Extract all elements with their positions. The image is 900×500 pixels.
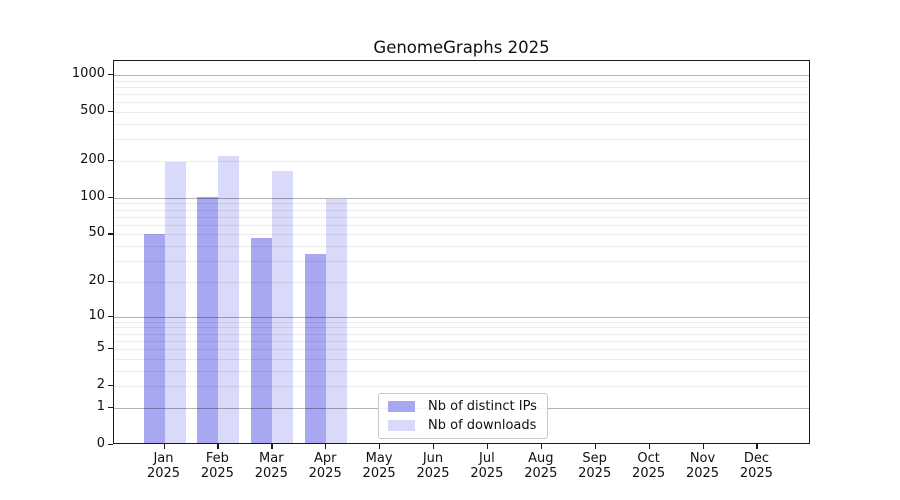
x-tick-label: Nov 2025 <box>685 451 720 481</box>
y-tick-label: 10 <box>88 307 105 323</box>
y-axis-tick <box>108 406 113 409</box>
gridline-minor <box>114 386 809 388</box>
x-axis-tick <box>702 444 704 449</box>
bar-downloads <box>326 199 348 443</box>
bar-downloads <box>164 162 186 443</box>
gridline-major <box>114 197 809 199</box>
gridline-minor <box>114 80 809 82</box>
x-axis-tick <box>594 444 596 449</box>
y-tick-label: 1000 <box>71 66 105 82</box>
legend-swatch-downloads <box>388 420 415 431</box>
gridline-minor <box>114 370 809 372</box>
y-tick-label: 0 <box>96 436 105 451</box>
y-axis-tick <box>108 160 113 162</box>
gridline-minor <box>114 203 809 205</box>
y-axis-tick <box>108 385 113 387</box>
plot-area <box>113 60 810 444</box>
gridline-minor <box>114 102 809 104</box>
x-tick-label: Sep 2025 <box>578 451 612 481</box>
gridline-minor <box>114 281 809 283</box>
legend: Nb of distinct IPs Nb of downloads <box>378 393 548 439</box>
gridline-minor <box>114 358 809 360</box>
y-tick-label: 1 <box>96 398 105 414</box>
x-tick-label: Feb 2025 <box>200 451 234 481</box>
x-axis-tick <box>540 444 543 449</box>
y-axis-tick <box>108 280 113 283</box>
y-tick-label: 100 <box>80 188 105 204</box>
bar-distinct-ips <box>197 197 219 443</box>
gridline-minor <box>114 327 809 329</box>
gridline-minor <box>114 224 809 226</box>
y-tick-label: 5 <box>96 340 105 356</box>
y-tick-label: 2 <box>96 377 105 393</box>
y-axis-tick <box>108 348 113 350</box>
x-tick-label: Aug 2025 <box>524 451 558 481</box>
y-tick-label: 500 <box>80 103 105 119</box>
gridline-minor <box>114 161 809 163</box>
x-axis-tick <box>163 444 165 449</box>
gridline-minor <box>114 246 809 248</box>
bar-distinct-ips <box>305 254 327 443</box>
bar-downloads <box>272 170 294 443</box>
x-tick-label: Oct 2025 <box>632 451 666 481</box>
gridline-minor <box>114 234 809 236</box>
gridline-minor <box>114 124 809 126</box>
gridline-minor <box>114 94 809 96</box>
x-tick-label: Mar 2025 <box>254 451 288 481</box>
x-tick-label: May 2025 <box>362 451 396 481</box>
legend-swatch-distinct-ips <box>388 401 415 412</box>
gridline-minor <box>114 349 809 351</box>
gridline-minor <box>114 261 809 263</box>
gridline-minor <box>114 321 809 323</box>
y-tick-label: 200 <box>80 152 105 168</box>
x-tick-label: Jan 2025 <box>146 451 181 481</box>
x-axis-tick <box>271 444 273 449</box>
y-axis-tick <box>108 444 113 446</box>
gridline-minor <box>114 112 809 114</box>
y-axis-tick <box>108 196 113 199</box>
bar-distinct-ips <box>251 237 273 443</box>
legend-label: Nb of downloads <box>428 418 537 433</box>
x-tick-label: Dec 2025 <box>739 451 773 481</box>
bar-distinct-ips <box>143 233 165 443</box>
y-tick-label: 50 <box>88 225 105 241</box>
x-tick-label: Jul 2025 <box>470 451 504 481</box>
chart-title: GenomeGraphs 2025 <box>373 38 550 57</box>
gridline-minor <box>114 139 809 141</box>
gridline-minor <box>114 209 809 211</box>
legend-item: Nb of downloads <box>388 418 538 433</box>
x-axis-tick <box>433 444 435 449</box>
gridline-minor <box>114 340 809 342</box>
x-axis-tick <box>486 444 489 449</box>
x-axis-tick <box>217 444 219 449</box>
bar-downloads <box>218 156 240 443</box>
gridline-minor <box>114 216 809 218</box>
y-axis-tick <box>108 233 113 235</box>
gridline-minor <box>114 333 809 335</box>
gridline-minor <box>114 86 809 88</box>
legend-label: Nb of distinct IPs <box>428 399 537 414</box>
y-axis-tick <box>108 111 113 113</box>
x-axis-tick <box>325 444 327 449</box>
x-tick-label: Apr 2025 <box>308 451 342 481</box>
y-axis-tick <box>108 315 113 317</box>
gridline-major <box>114 316 809 318</box>
gridline-major <box>114 75 809 77</box>
legend-item: Nb of distinct IPs <box>388 399 538 414</box>
y-tick-label: 20 <box>88 272 105 288</box>
y-axis-tick <box>108 74 113 76</box>
x-axis-tick <box>756 444 758 449</box>
x-axis-tick <box>648 444 650 449</box>
x-axis-tick <box>379 444 381 449</box>
x-tick-label: Jun 2025 <box>416 451 450 481</box>
